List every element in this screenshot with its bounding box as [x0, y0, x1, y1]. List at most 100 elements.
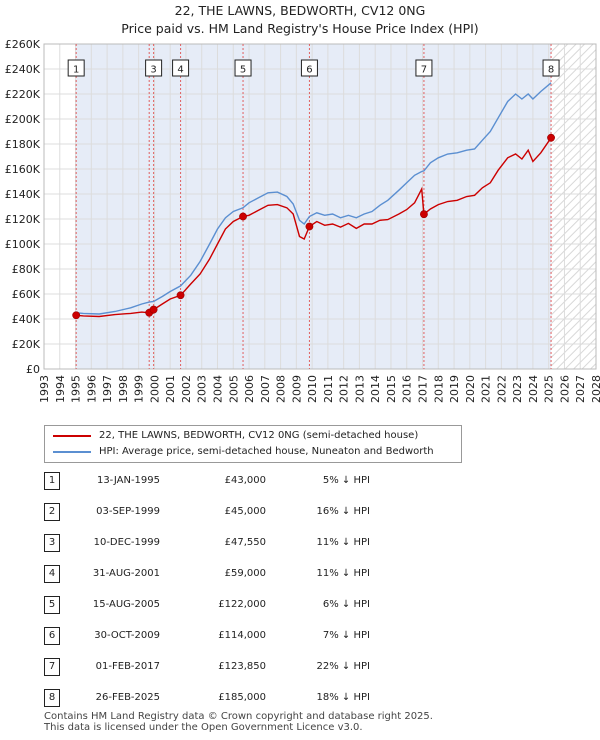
x-tick-label: 2026	[558, 375, 571, 403]
y-tick-label: £0	[26, 363, 40, 376]
sale-date: 01-FEB-2017	[95, 661, 160, 672]
sale-number-badge: 4	[44, 565, 60, 583]
sale-price: £45,000	[224, 506, 266, 517]
sale-date: 10-DEC-1999	[93, 537, 160, 548]
y-tick-label: £260K	[5, 38, 41, 51]
sale-price: £59,000	[224, 568, 266, 579]
chart-legend: 22, THE LAWNS, BEDWORTH, CV12 0NG (semi-…	[44, 425, 462, 463]
y-tick-label: £60K	[12, 288, 41, 301]
chart-marker-label: 3	[150, 65, 156, 76]
chart-marker-box	[542, 59, 560, 77]
sale-point	[176, 291, 185, 300]
x-tick-label: 2021	[480, 375, 493, 403]
y-tick-label: £120K	[5, 213, 41, 226]
chart-marker-label: 7	[421, 65, 427, 76]
y-tick-label: £140K	[5, 188, 41, 201]
chart-marker-box	[172, 59, 190, 77]
sale-date: 26-FEB-2025	[95, 692, 160, 703]
sale-number-badge: 5	[44, 596, 60, 614]
sale-number-badge: 6	[44, 627, 60, 645]
chart-title-line2: Price paid vs. HM Land Registry's House …	[121, 21, 479, 36]
future-region	[551, 44, 596, 369]
x-tick-label: 2025	[543, 375, 556, 403]
chart-marker-box	[300, 59, 318, 77]
x-tick-label: 1995	[70, 375, 83, 403]
sale-price: £114,000	[218, 630, 266, 641]
x-tick-label: 2015	[385, 375, 398, 403]
x-tick-label: 2013	[353, 375, 366, 403]
x-tick-label: 1994	[54, 375, 67, 403]
x-tick-label: 2022	[495, 375, 508, 403]
y-tick-label: £160K	[5, 163, 41, 176]
sale-point	[72, 311, 81, 320]
chart-marker-box	[234, 59, 252, 77]
x-tick-label: 1997	[101, 375, 114, 403]
price-paid-line	[76, 137, 552, 318]
table-row: 3 10-DEC-1999 £47,550 11% ↓ HPI	[0, 532, 600, 554]
chart-title-line1: 22, THE LAWNS, BEDWORTH, CV12 0NG	[174, 3, 426, 18]
x-tick-label: 2007	[259, 375, 272, 403]
sale-hpi-diff: 18% ↓ HPI	[316, 692, 370, 703]
y-tick-label: £180K	[5, 138, 41, 151]
sale-number-badge: 8	[44, 689, 60, 707]
table-row: 1 13-JAN-1995 £43,000 5% ↓ HPI	[0, 470, 600, 492]
x-tick-label: 2024	[527, 375, 540, 403]
table-row: 7 01-FEB-2017 £123,850 22% ↓ HPI	[0, 656, 600, 678]
sale-date: 03-SEP-1999	[96, 506, 160, 517]
table-row: 4 31-AUG-2001 £59,000 11% ↓ HPI	[0, 563, 600, 585]
x-tick-label: 2008	[275, 375, 288, 403]
chart-marker-label: 5	[240, 65, 246, 76]
x-tick-label: 2000	[148, 375, 161, 403]
sale-point	[149, 305, 158, 314]
sale-hpi-diff: 11% ↓ HPI	[316, 537, 370, 548]
y-tick-label: £20K	[12, 338, 41, 351]
x-tick-label: 2011	[322, 375, 335, 403]
x-tick-label: 2023	[511, 375, 524, 403]
table-row: 8 26-FEB-2025 £185,000 18% ↓ HPI	[0, 687, 600, 709]
sale-date: 31-AUG-2001	[92, 568, 160, 579]
x-tick-label: 2014	[369, 375, 382, 403]
ownership-band	[76, 44, 552, 369]
legend-swatch-hpi	[53, 451, 91, 453]
footer: Contains HM Land Registry data © Crown c…	[44, 711, 433, 733]
sale-number-badge: 7	[44, 658, 60, 676]
y-tick-label: £240K	[5, 63, 41, 76]
chart-marker-box	[415, 59, 433, 77]
y-tick-label: £200K	[5, 113, 41, 126]
sale-hpi-diff: 16% ↓ HPI	[316, 506, 370, 517]
sale-price: £122,000	[218, 599, 266, 610]
table-row: 5 15-AUG-2005 £122,000 6% ↓ HPI	[0, 594, 600, 616]
footer-line1: Contains HM Land Registry data © Crown c…	[44, 711, 433, 722]
chart-title: 22, THE LAWNS, BEDWORTH, CV12 0NG Price …	[0, 2, 600, 38]
chart-marker-box	[67, 59, 85, 77]
sale-point	[239, 212, 247, 221]
sale-hpi-diff: 11% ↓ HPI	[316, 568, 370, 579]
x-tick-label: 2027	[574, 375, 587, 403]
sale-hpi-diff: 22% ↓ HPI	[316, 661, 370, 672]
chart-marker-label: 6	[306, 65, 312, 76]
sale-date: 15-AUG-2005	[92, 599, 160, 610]
sale-hpi-diff: 6% ↓ HPI	[322, 599, 370, 610]
sale-date: 13-JAN-1995	[96, 475, 160, 486]
sale-point	[420, 210, 428, 219]
y-tick-label: £100K	[5, 238, 41, 251]
sale-number-badge: 3	[44, 534, 60, 552]
x-tick-label: 1993	[38, 375, 51, 403]
x-tick-label: 2018	[432, 375, 445, 403]
chart-marker-label: 1	[73, 65, 79, 76]
x-tick-label: 2010	[306, 375, 319, 403]
legend-swatch-price	[53, 435, 91, 437]
sale-price: £47,550	[224, 537, 266, 548]
sale-hpi-diff: 5% ↓ HPI	[322, 475, 370, 486]
x-tick-label: 2019	[448, 375, 461, 403]
sale-price: £185,000	[218, 692, 266, 703]
sale-price: £43,000	[224, 475, 266, 486]
y-tick-label: £40K	[12, 313, 41, 326]
x-tick-label: 2002	[180, 375, 193, 403]
y-tick-label: £220K	[5, 88, 41, 101]
sale-date: 30-OCT-2009	[94, 630, 160, 641]
x-tick-label: 2012	[338, 375, 351, 403]
x-tick-label: 2017	[417, 375, 430, 403]
chart-marker-box	[145, 59, 163, 77]
sale-number-badge: 1	[44, 472, 60, 490]
